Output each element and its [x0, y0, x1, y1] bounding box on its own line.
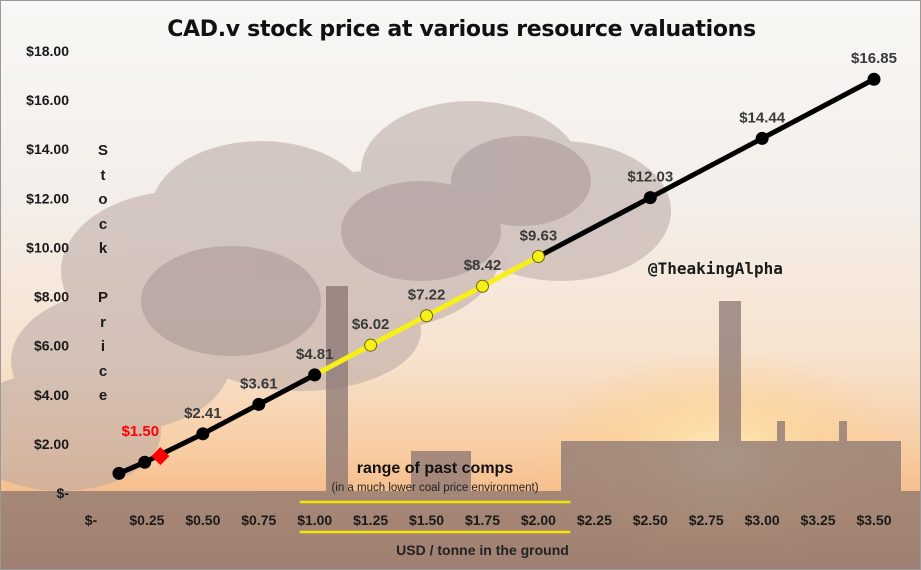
data-point	[308, 368, 322, 382]
x-axis-label: USD / tonne in the ground	[396, 542, 569, 558]
x-tick-label: $-	[85, 512, 98, 528]
x-tick-label: $3.25	[801, 512, 836, 528]
data-label: $2.41	[184, 405, 222, 422]
data-label: $9.63	[520, 228, 558, 245]
current-price-label: $1.50	[122, 423, 160, 440]
data-point	[196, 427, 210, 441]
series-line-segment	[200, 401, 262, 437]
x-tick-label: $2.75	[689, 512, 724, 528]
x-tick-label: $1.25	[353, 512, 388, 528]
comps-range-subtitle: (in a much lower coal price environment)	[331, 482, 539, 494]
series-line-segment	[759, 76, 877, 141]
data-label: $8.42	[464, 257, 502, 274]
data-point	[755, 131, 769, 145]
data-point	[476, 279, 489, 293]
y-tick-label: $18.00	[26, 43, 69, 59]
y-tick-label: $-	[57, 485, 70, 501]
x-tick-label: $1.75	[465, 512, 500, 528]
y-tick-label: $6.00	[34, 338, 69, 354]
x-tick-label: $1.00	[297, 512, 332, 528]
x-tick-label: $2.50	[633, 512, 668, 528]
x-tick-label: $0.50	[185, 512, 220, 528]
chart-title: CAD.v stock price at various resource va…	[167, 17, 756, 42]
data-point	[252, 397, 266, 411]
x-tick-label: $1.50	[409, 512, 444, 528]
x-tick-label: $2.25	[577, 512, 612, 528]
data-point	[112, 466, 126, 480]
y-tick-label: $4.00	[34, 387, 69, 403]
data-point	[643, 191, 657, 205]
data-label: $16.85	[851, 50, 897, 67]
y-tick-label: $8.00	[34, 289, 69, 305]
data-point	[364, 338, 378, 352]
series-line-segment	[535, 195, 653, 260]
x-tick-label: $3.50	[856, 512, 891, 528]
comps-range-title: range of past comps	[356, 460, 514, 477]
highlight-line-segment	[368, 313, 430, 348]
current-price-marker	[151, 447, 170, 466]
x-tick-label: $0.25	[129, 512, 164, 528]
highlight-line-segment	[424, 283, 485, 319]
data-label: $14.44	[739, 109, 786, 126]
highlight-line-segment	[480, 254, 541, 289]
data-point	[420, 309, 434, 323]
axes: $- $2.00 $4.00 $6.00 $8.00 $10.00 $12.00 $14.00…	[26, 43, 892, 534]
x-tick-label: $3.00	[745, 512, 780, 528]
data-label: $12.03	[627, 169, 673, 186]
y-axis-label: S t o c k P r i c e	[97, 142, 108, 404]
series-line-segment	[256, 372, 318, 407]
y-tick-label: $12.00	[26, 190, 69, 206]
watermark-handle: @TheakingAlpha	[648, 259, 783, 278]
highlight-line-segment	[312, 342, 374, 378]
y-tick-label: $2.00	[34, 436, 69, 452]
data-label: $7.22	[408, 287, 446, 304]
data-label: $4.81	[296, 346, 334, 363]
y-tick-label: $10.00	[26, 239, 69, 255]
series-line-segment	[647, 135, 765, 201]
data-point	[531, 250, 545, 264]
data-label: $6.02	[352, 316, 390, 333]
data-point	[867, 72, 881, 86]
y-tick-label: $14.00	[26, 141, 69, 157]
data-labels: $2.41 $3.61 $4.81 $6.02 $7.22 $8.42 $9.63 $12.0…	[122, 50, 897, 440]
y-tick-label: $16.00	[26, 92, 69, 108]
series-layer	[112, 72, 881, 480]
x-tick-label: $2.00	[521, 512, 556, 528]
data-label: $3.61	[240, 375, 278, 392]
x-tick-label: $0.75	[241, 512, 276, 528]
data-point	[138, 455, 152, 469]
